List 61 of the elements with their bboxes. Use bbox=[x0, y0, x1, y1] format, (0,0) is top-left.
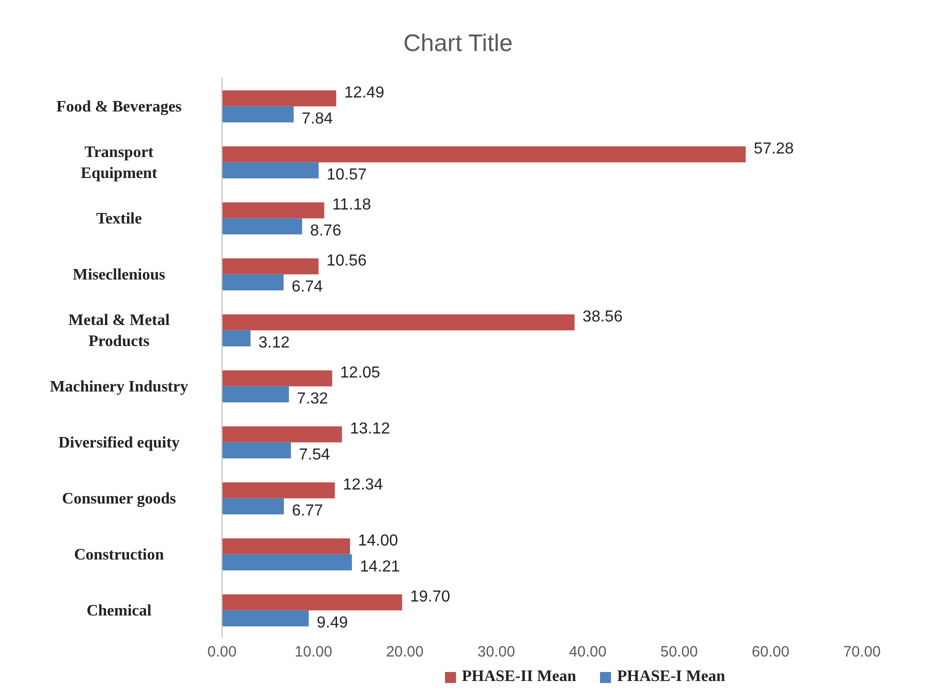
y-tick-label: Metal & Metal Products bbox=[68, 312, 170, 350]
x-tick-label: 40.00 bbox=[568, 644, 606, 661]
bar bbox=[222, 610, 309, 626]
data-label: 12.49 bbox=[344, 84, 384, 102]
bar bbox=[222, 538, 350, 554]
x-tick-label: 60.00 bbox=[752, 644, 790, 661]
bar bbox=[222, 482, 335, 498]
y-tick-label: Transport Equipment bbox=[80, 144, 158, 182]
bar bbox=[222, 314, 575, 330]
data-label: 6.74 bbox=[292, 278, 323, 296]
data-label: 57.28 bbox=[754, 140, 794, 158]
bar bbox=[222, 370, 332, 386]
bar bbox=[222, 162, 319, 178]
bar bbox=[222, 594, 402, 610]
bar bbox=[222, 202, 324, 218]
bar bbox=[222, 218, 302, 234]
legend-label: PHASE-II Mean bbox=[460, 668, 576, 686]
data-label: 19.70 bbox=[410, 588, 450, 606]
data-label: 10.57 bbox=[326, 166, 367, 184]
x-tick-label: 10.00 bbox=[294, 644, 332, 661]
data-label: 7.32 bbox=[296, 390, 328, 408]
y-tick-label: Misecllenious bbox=[72, 266, 166, 284]
data-label: 11.18 bbox=[332, 196, 372, 214]
data-label: 13.12 bbox=[350, 420, 390, 438]
bar bbox=[222, 90, 336, 106]
y-tick-label: Diversified equity bbox=[58, 434, 180, 452]
data-label: 9.49 bbox=[316, 614, 348, 632]
bar bbox=[222, 106, 294, 122]
bar bbox=[222, 426, 342, 442]
data-label: 12.05 bbox=[340, 364, 380, 382]
y-tick-label: Consumer goods bbox=[62, 490, 176, 508]
data-label: 10.56 bbox=[326, 252, 367, 270]
data-label: 38.56 bbox=[582, 308, 623, 326]
data-label: 14.21 bbox=[360, 558, 400, 576]
x-tick-label: 70.00 bbox=[843, 644, 881, 661]
y-tick-label: Textile bbox=[96, 210, 142, 228]
data-label: 3.12 bbox=[258, 334, 290, 352]
data-label: 7.54 bbox=[298, 446, 330, 464]
bar bbox=[222, 258, 319, 274]
y-tick-label: Food & Beverages bbox=[56, 98, 182, 116]
y-tick-label: Construction bbox=[74, 546, 164, 564]
legend-label: PHASE-I Mean bbox=[616, 668, 726, 686]
y-tick-label: Machinery Industry bbox=[50, 378, 188, 396]
data-label: 14.00 bbox=[358, 532, 398, 550]
bar bbox=[222, 498, 284, 514]
data-label: 6.77 bbox=[292, 502, 324, 520]
x-tick-label: 0.00 bbox=[207, 644, 237, 661]
x-tick-label: 50.00 bbox=[660, 644, 698, 661]
x-tick-label: 30.00 bbox=[478, 644, 516, 661]
x-tick-label: 20.00 bbox=[386, 644, 424, 661]
chart-title: Chart Title bbox=[402, 29, 514, 59]
y-tick-label: Chemical bbox=[86, 602, 152, 620]
bar bbox=[222, 442, 291, 458]
bar bbox=[222, 554, 352, 570]
bar bbox=[222, 330, 251, 346]
data-label: 12.34 bbox=[342, 476, 383, 494]
bar bbox=[222, 146, 746, 162]
data-label: 7.84 bbox=[302, 110, 333, 128]
bar bbox=[222, 274, 284, 290]
data-label: 8.76 bbox=[310, 222, 342, 240]
bar bbox=[222, 386, 289, 402]
